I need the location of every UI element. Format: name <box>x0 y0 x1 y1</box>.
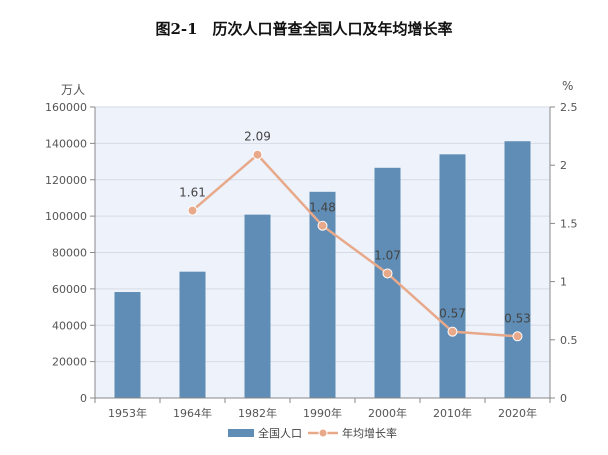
growth-rate-data-label: 1.61 <box>179 186 206 200</box>
population-bar <box>179 271 206 398</box>
left-axis-unit: 万人 <box>61 83 85 97</box>
left-tick-label: 0 <box>80 392 87 405</box>
left-tick-label: 40000 <box>52 319 87 332</box>
growth-rate-point <box>317 220 328 231</box>
legend-line-label: 年均增长率 <box>342 426 397 440</box>
legend-bar-label: 全国人口 <box>258 426 302 440</box>
left-tick-label: 100000 <box>45 210 87 223</box>
left-tick-label: 160000 <box>45 101 87 114</box>
legend-line-marker <box>318 428 328 438</box>
x-tick-label: 2020年 <box>498 406 537 420</box>
left-tick-label: 140000 <box>45 137 87 150</box>
growth-rate-point <box>447 326 458 337</box>
right-axis-unit: % <box>562 79 573 93</box>
population-bar <box>114 292 141 398</box>
growth-rate-data-label: 0.57 <box>439 307 466 321</box>
line-series: 1.61 2.09 1.48 1.07 0.57 0.53 <box>179 130 531 342</box>
right-tick-label: 1 <box>560 276 567 289</box>
right-tick-label: 0.5 <box>560 334 578 347</box>
growth-rate-point <box>512 331 523 342</box>
x-tick-label: 1964年 <box>173 406 212 420</box>
chart-title: 图2-1 历次人口普查全国人口及年均增长率 <box>155 20 453 38</box>
x-tick-label: 1990年 <box>303 406 342 420</box>
x-tick-label: 2010年 <box>433 406 472 420</box>
growth-rate-line <box>191 152 518 338</box>
growth-rate-data-label: 0.53 <box>504 311 531 325</box>
growth-rate-data-label: 1.07 <box>374 248 401 262</box>
axes: 0 20000 40000 60000 80000 100000 120000 140000 1… <box>45 101 578 420</box>
right-tick-label: 2.5 <box>560 101 578 114</box>
population-bar <box>504 141 531 398</box>
left-tick-label: 20000 <box>52 356 87 369</box>
x-tick-label: 1953年 <box>108 406 147 420</box>
x-tick-label: 2000年 <box>368 406 407 420</box>
growth-rate-data-label: 2.09 <box>244 130 271 144</box>
left-tick-label: 80000 <box>52 247 87 260</box>
right-tick-label: 1.5 <box>560 217 578 230</box>
left-tick-label: 60000 <box>52 283 87 296</box>
x-tick-label: 1982年 <box>238 406 277 420</box>
population-bar <box>244 214 271 398</box>
right-tick-label: 2 <box>560 159 567 172</box>
left-tick-label: 120000 <box>45 174 87 187</box>
legend-bar-swatch <box>228 429 254 437</box>
growth-rate-point <box>252 149 263 160</box>
legend: 全国人口 年均增长率 <box>228 426 397 440</box>
population-bar <box>439 154 466 398</box>
growth-rate-data-label: 1.48 <box>309 201 336 215</box>
growth-rate-point <box>382 268 393 279</box>
right-tick-label: 0 <box>560 392 567 405</box>
growth-rate-point <box>187 205 198 216</box>
